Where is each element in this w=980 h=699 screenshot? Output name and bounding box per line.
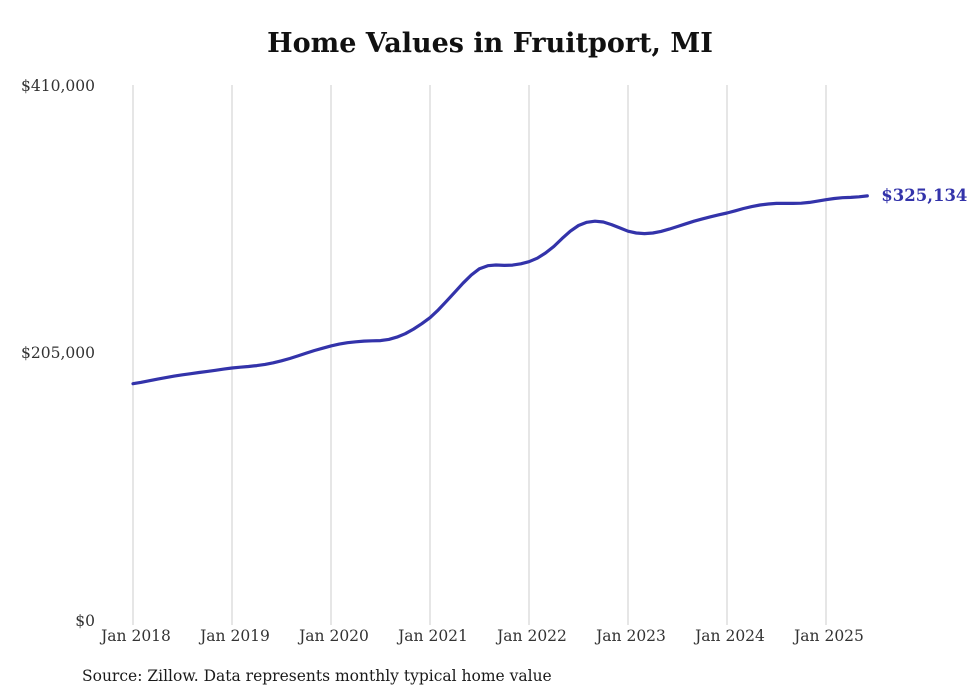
x-tick-label: Jan 2022 xyxy=(495,627,567,645)
x-tick-label: Jan 2025 xyxy=(792,627,864,645)
x-tick-label: Jan 2020 xyxy=(297,627,369,645)
x-tick-label: Jan 2023 xyxy=(594,627,666,645)
chart-title: Home Values in Fruitport, MI xyxy=(267,28,713,59)
y-tick-0: $0 xyxy=(75,612,95,630)
x-tick-label: Jan 2019 xyxy=(198,627,270,645)
line-series xyxy=(131,194,869,386)
x-axis-tick-labels: Jan 2018 Jan 2019 Jan 2020 Jan 2021 Jan 2022… xyxy=(99,627,864,645)
y-tick-410000: $410,000 xyxy=(21,77,95,95)
x-tick-label: Jan 2021 xyxy=(396,627,468,645)
gridlines xyxy=(132,85,827,625)
home-value-line xyxy=(131,194,869,386)
latest-value-label: $325,134 xyxy=(881,186,967,205)
x-tick-label: Jan 2018 xyxy=(99,627,171,645)
x-tick-label: Jan 2024 xyxy=(693,627,765,645)
source-note: Source: Zillow. Data represents monthly … xyxy=(82,667,552,685)
y-tick-205000: $205,000 xyxy=(21,344,95,362)
